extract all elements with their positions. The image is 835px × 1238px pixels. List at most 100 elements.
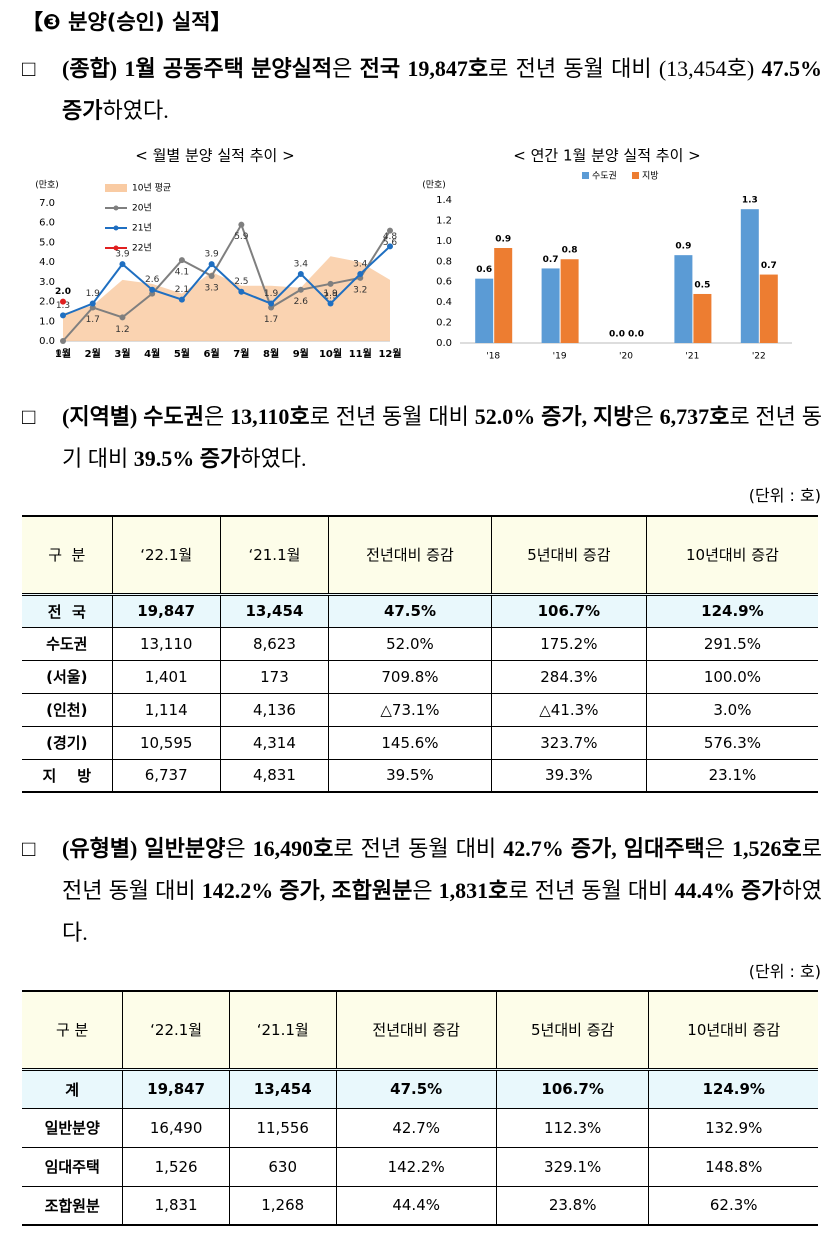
paragraph: □ (지역별) 수도권은 13,110호로 전년 동월 대비 52.0% 증가, …	[22, 396, 822, 480]
value-label: 0.0	[609, 330, 625, 340]
value-label: 4.8	[383, 232, 398, 242]
table-row: 조합원분 1,831 1,268 44.4% 23.8% 62.3%	[22, 1185, 818, 1226]
x-tick-label: 3월	[114, 348, 130, 360]
point	[387, 227, 393, 234]
text-run: (종합) 1월 공동주택 분양실적	[62, 56, 333, 81]
table-cell: △73.1%	[328, 692, 492, 727]
value-label: 1.7	[264, 315, 278, 325]
legend-marker	[113, 225, 119, 231]
table-cell: 576.3%	[645, 725, 818, 760]
paragraph: □ (종합) 1월 공동주택 분양실적은 전국 19,847호로 전년 동월 대비…	[22, 48, 822, 132]
text-run: 은	[412, 878, 439, 903]
value-label: 1.9	[86, 289, 101, 299]
x-tick-label: '21	[685, 352, 699, 362]
header-cell: 5년대비 증감	[495, 990, 650, 1071]
value-label: 3.2	[353, 285, 367, 295]
legend-marker	[113, 205, 119, 211]
table-cell: 조합원분	[22, 1185, 124, 1226]
text-run: 은	[704, 836, 732, 861]
table-cell: 52.0%	[328, 626, 492, 661]
table-cell: 1,526	[122, 1146, 230, 1187]
bar	[759, 274, 778, 343]
table-cell: 39.5%	[328, 758, 492, 793]
y-tick-label: 0.0	[39, 336, 55, 347]
text-run: 은	[332, 56, 360, 81]
y-tick-label: 3.0	[39, 277, 55, 288]
table-cell: 112.3%	[495, 1107, 650, 1148]
value-label: 1.9	[264, 289, 279, 299]
text-run: 42.7% 증가, 임대주택	[503, 836, 705, 861]
table-cell: 62.3%	[648, 1185, 818, 1226]
point	[387, 243, 393, 250]
legend-label: 10년 평균	[132, 183, 171, 194]
y-tick-label: 1.0	[436, 236, 452, 247]
table-cell: 100.0%	[645, 659, 818, 694]
bullet: □	[22, 404, 36, 429]
text-run: 로 전년 동월 대비	[309, 404, 475, 429]
table-row: 전 국 19,847 13,454 47.5% 106.7% 124.9%	[22, 593, 818, 628]
text-run: 1,526호	[732, 836, 802, 861]
x-tick-label: 5월	[174, 348, 190, 360]
table-row: 일반분양 16,490 11,556 42.7% 112.3% 132.9%	[22, 1107, 818, 1148]
table-cell: 13,454	[219, 593, 330, 628]
text-run: (유형별) 일반분양	[62, 836, 226, 861]
table-cell: 329.1%	[495, 1146, 650, 1187]
point	[178, 257, 185, 264]
value-label: 3.9	[204, 250, 219, 260]
table-cell: 4,831	[219, 758, 330, 793]
legend-label: 수도권	[592, 170, 617, 182]
table-row: 계 19,847 13,454 47.5% 106.7% 124.9%	[22, 1068, 818, 1109]
value-label: 1.7	[86, 315, 100, 325]
point	[119, 314, 126, 321]
table-row: 지 방 6,737 4,831 39.5% 39.3% 23.1%	[22, 758, 818, 793]
table-cell: 709.8%	[328, 659, 492, 694]
bar	[541, 268, 560, 343]
value-label: 3.9	[115, 250, 130, 260]
table-row: (경기) 10,595 4,314 145.6% 323.7% 576.3%	[22, 725, 818, 760]
axis-unit: (만호)	[35, 180, 59, 191]
legend-swatch	[582, 172, 589, 179]
bar	[693, 293, 712, 343]
value-label: 5.6	[383, 238, 398, 248]
table-cell: 지 방	[22, 758, 113, 793]
value-label: 3.4	[294, 259, 309, 269]
x-tick-label: '18	[486, 352, 500, 362]
x-tick-label: 2월	[85, 348, 101, 360]
point	[119, 261, 126, 268]
y-tick-label: 0.6	[436, 277, 452, 288]
bullet: □	[22, 836, 36, 861]
unit-note: (단위 : 호)	[748, 962, 821, 981]
table-cell: 전 국	[22, 593, 113, 628]
point	[327, 280, 334, 287]
table-cell: (경기)	[22, 725, 113, 760]
text-run: 16,490호	[252, 836, 334, 861]
table-cell: △41.3%	[490, 692, 647, 727]
bar	[494, 248, 513, 343]
y-tick-label: 5.0	[39, 237, 55, 248]
value-label: 5.9	[234, 232, 249, 242]
value-label: 1.2	[115, 325, 129, 335]
text-run: 은	[225, 836, 253, 861]
table-row: 임대주택 1,526 630 142.2% 329.1% 148.8%	[22, 1146, 818, 1187]
table-cell: 142.2%	[335, 1146, 497, 1187]
x-tick-label: 11월	[349, 348, 372, 360]
table-cell: 4,314	[219, 725, 330, 760]
y-tick-label: 1.2	[436, 215, 452, 226]
table-cell: 173	[219, 659, 330, 694]
text-run: 하였다.	[62, 878, 822, 945]
text-run: 로 전년 동월 대비	[333, 836, 504, 861]
header-row: 구 분 ‘22.1월 ‘21.1월 전년대비 증감 5년대비 증감 10년대비 증감	[22, 515, 818, 596]
y-tick-label: 2.0	[39, 297, 55, 308]
x-tick-label: '20	[619, 352, 633, 362]
point	[268, 300, 275, 307]
text-run: 44.4% 증가	[674, 878, 782, 903]
header-cell: 5년대비 증감	[490, 515, 647, 596]
table-cell: 8,623	[219, 626, 330, 661]
text-run: 하였다.	[102, 98, 169, 123]
value-label: 0.9	[675, 242, 691, 252]
text-run: 하였다.	[240, 446, 307, 471]
value-label: 3.3	[204, 283, 218, 293]
table-cell: 148.8%	[648, 1146, 818, 1187]
legend-label: 지방	[642, 171, 659, 182]
text-run: (지역별) 수도권	[62, 404, 204, 429]
